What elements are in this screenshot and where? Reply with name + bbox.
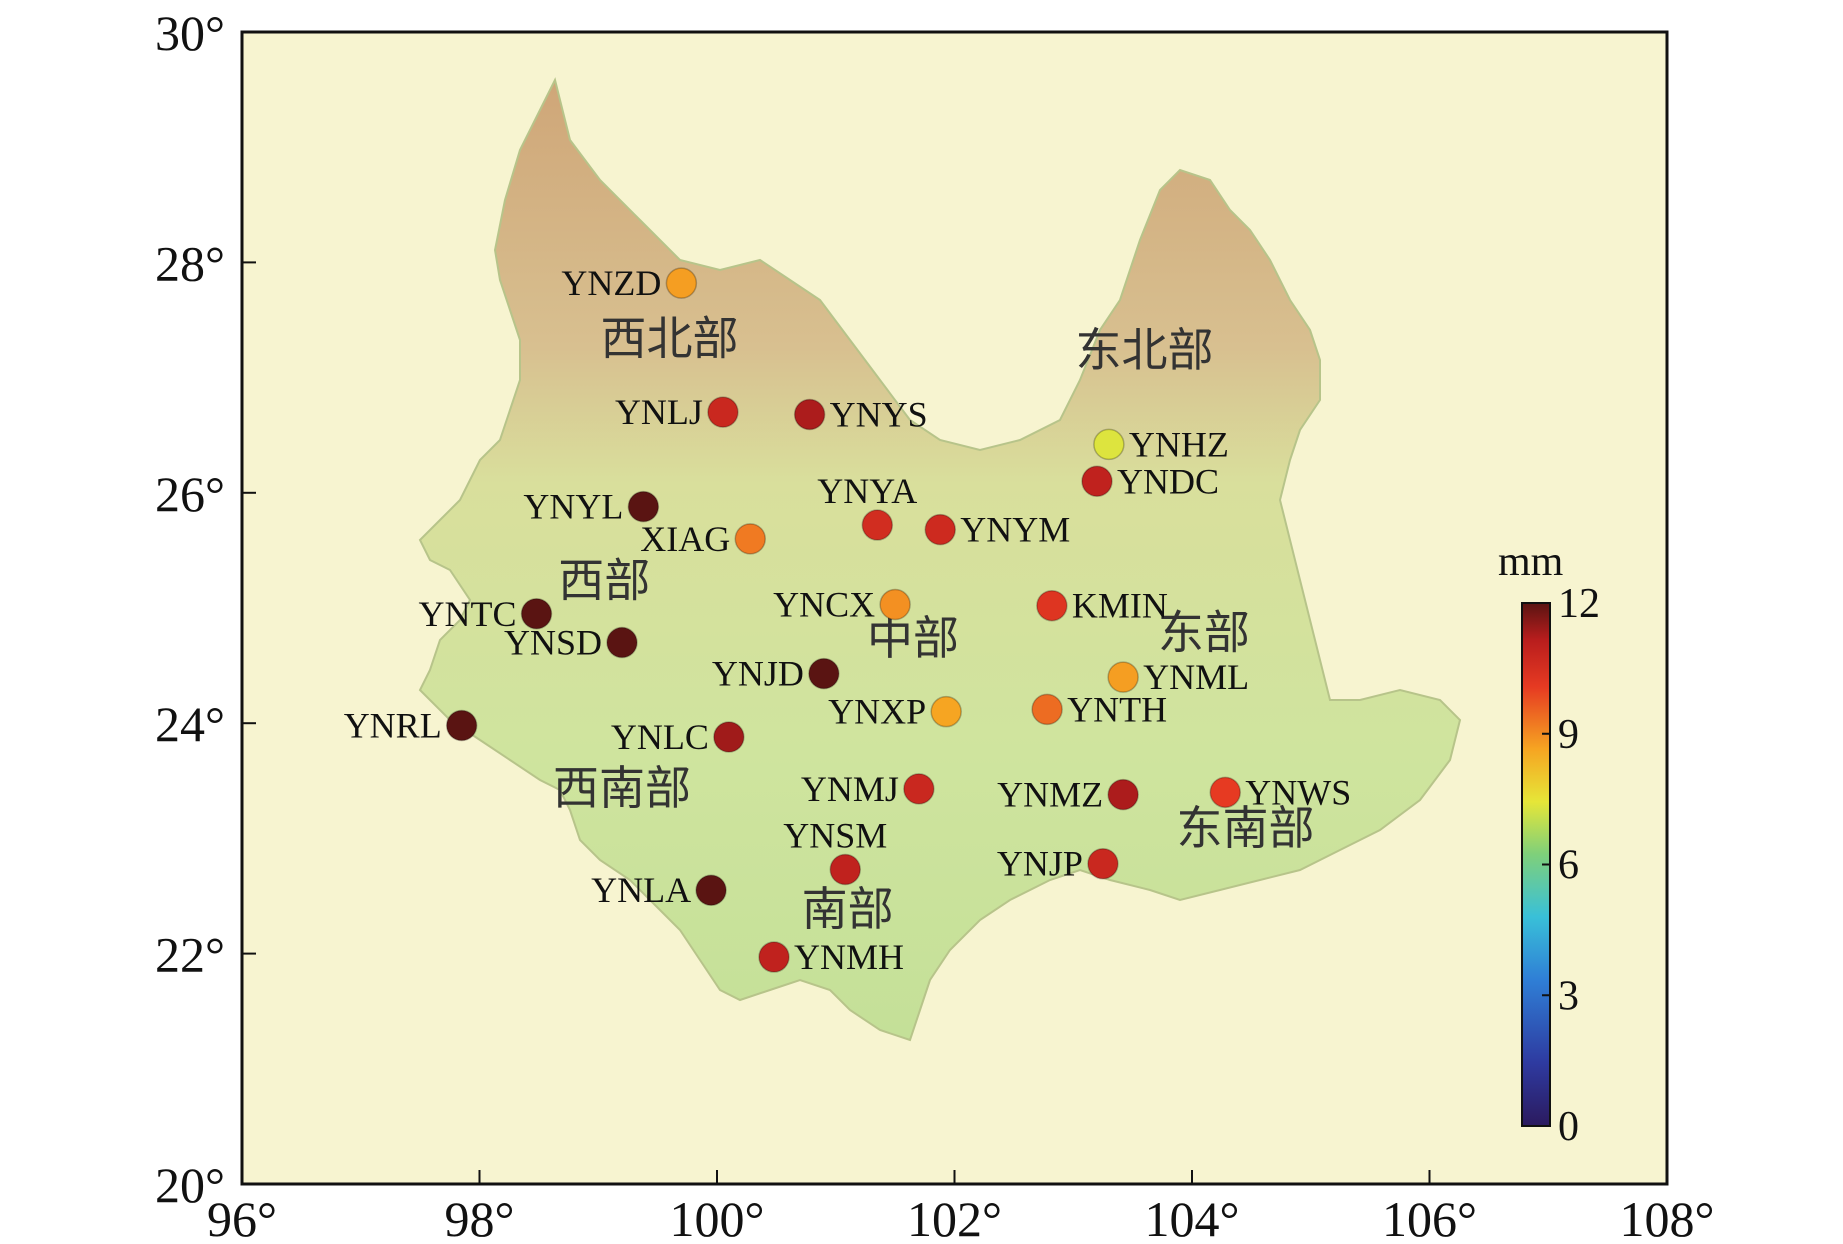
x-tick-label: 102° — [907, 1191, 1002, 1244]
station-marker — [695, 874, 727, 906]
x-tick-label: 98° — [445, 1191, 515, 1244]
station-label: YNWS — [1245, 772, 1351, 812]
region-label: 南部 — [802, 882, 894, 936]
colorbar-tick-label: 6 — [1558, 843, 1579, 889]
station-label: YNMZ — [997, 775, 1103, 815]
region-label: 东部 — [1158, 605, 1250, 659]
station-label: YNDC — [1117, 461, 1219, 501]
region-label: 东北部 — [1076, 323, 1214, 377]
station-label: YNLA — [591, 870, 691, 910]
x-tick-label: 104° — [1145, 1191, 1240, 1244]
station-label: YNYM — [960, 510, 1070, 550]
region-label: 东南部 — [1176, 801, 1314, 855]
station-label: YNRL — [344, 706, 442, 746]
axis-ticks: 96° 98° 100° 102° 104° 106° 108° 20° 22° 24° 26° 28… — [155, 5, 1715, 1244]
province-shape — [418, 77, 1462, 1042]
station-marker — [707, 396, 739, 428]
station-marker — [758, 941, 790, 973]
station-label: YNHZ — [1129, 424, 1229, 464]
station-marker — [829, 853, 861, 886]
station-marker — [793, 398, 826, 431]
station-label: YNLC — [611, 717, 709, 757]
station-marker — [445, 709, 478, 742]
station-label: KMIN — [1072, 586, 1168, 626]
station-marker — [1107, 778, 1139, 811]
station-label: YNTH — [1067, 689, 1167, 729]
station-label: YNML — [1143, 657, 1249, 697]
station-label: YNYS — [830, 394, 928, 434]
station-label: YNSM — [783, 816, 887, 856]
station-label: YNCX — [773, 585, 875, 625]
colorbar-tick-label: 0 — [1558, 1104, 1579, 1150]
station-marker — [520, 598, 553, 630]
station-marker — [879, 588, 911, 621]
colorbar-unit: mm — [1498, 539, 1564, 585]
x-tick-label: 100° — [670, 1191, 765, 1244]
station-label: YNYL — [523, 487, 623, 527]
region-label: 西部 — [558, 553, 650, 607]
station-marker — [627, 490, 660, 523]
colorbar-ticks: 0 3 6 9 12 — [1542, 581, 1600, 1150]
colorbar-tick-label: 9 — [1558, 712, 1579, 758]
colorbar: mm 0 3 6 9 12 — [1498, 539, 1600, 1150]
x-tick-label: 96° — [207, 1191, 277, 1244]
station-marker — [1093, 428, 1125, 461]
x-tick-label: 106° — [1382, 1191, 1477, 1244]
station-marker — [930, 695, 962, 728]
station-marker — [1087, 847, 1119, 880]
station-marker — [713, 721, 745, 753]
station-marker — [606, 626, 638, 659]
station-marker — [924, 513, 956, 546]
station-marker — [734, 523, 766, 555]
y-tick-label: 26° — [155, 466, 225, 522]
station-label: YNJD — [712, 654, 804, 694]
region-label: 西北部 — [601, 312, 739, 366]
station-label: YNZD — [561, 263, 661, 303]
station-marker — [1031, 693, 1063, 726]
y-tick-label: 22° — [155, 927, 225, 983]
station-marker — [665, 267, 698, 299]
station-label: YNXP — [828, 692, 926, 732]
y-tick-label: 24° — [155, 696, 225, 752]
region-label: 中部 — [867, 611, 959, 665]
station-marker — [1081, 465, 1113, 498]
station-label: XIAG — [640, 519, 730, 559]
y-tick-label: 30° — [155, 5, 225, 61]
station-label: YNMJ — [801, 769, 899, 809]
x-tick-label: 108° — [1620, 1191, 1715, 1244]
station-label: YNTC — [419, 594, 517, 634]
station-label: YNLJ — [615, 392, 703, 432]
station-label: YNSD — [504, 623, 602, 663]
station-marker — [1036, 589, 1068, 622]
station-marker — [861, 509, 894, 541]
station-label: YNJP — [997, 844, 1083, 884]
station-marker — [808, 657, 840, 690]
station-marker — [1107, 661, 1139, 693]
colorbar-tick-label: 3 — [1558, 973, 1579, 1019]
station-label: YNYA — [817, 471, 917, 511]
y-tick-label: 20° — [155, 1157, 225, 1213]
y-tick-label: 28° — [155, 235, 225, 291]
station-label: YNMH — [794, 937, 904, 977]
station-marker — [903, 773, 935, 805]
station-marker — [1209, 776, 1241, 809]
region-label: 西南部 — [553, 761, 691, 815]
colorbar-tick-label: 12 — [1558, 581, 1600, 627]
